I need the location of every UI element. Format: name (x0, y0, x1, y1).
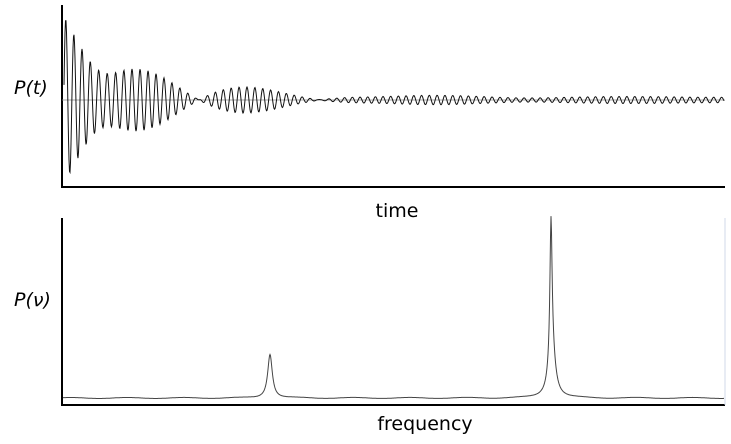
frequency-domain-plot: P(ν) frequency (14, 216, 726, 435)
y-axis-label: P(t) (14, 77, 48, 99)
spectrum-curve (62, 216, 724, 399)
time-domain-plot: P(t) time (14, 5, 725, 222)
x-axis-label: time (376, 200, 419, 222)
x-axis-label: frequency (377, 413, 472, 435)
y-axis-label: P(ν) (14, 289, 51, 311)
signal-curve (63, 20, 725, 175)
